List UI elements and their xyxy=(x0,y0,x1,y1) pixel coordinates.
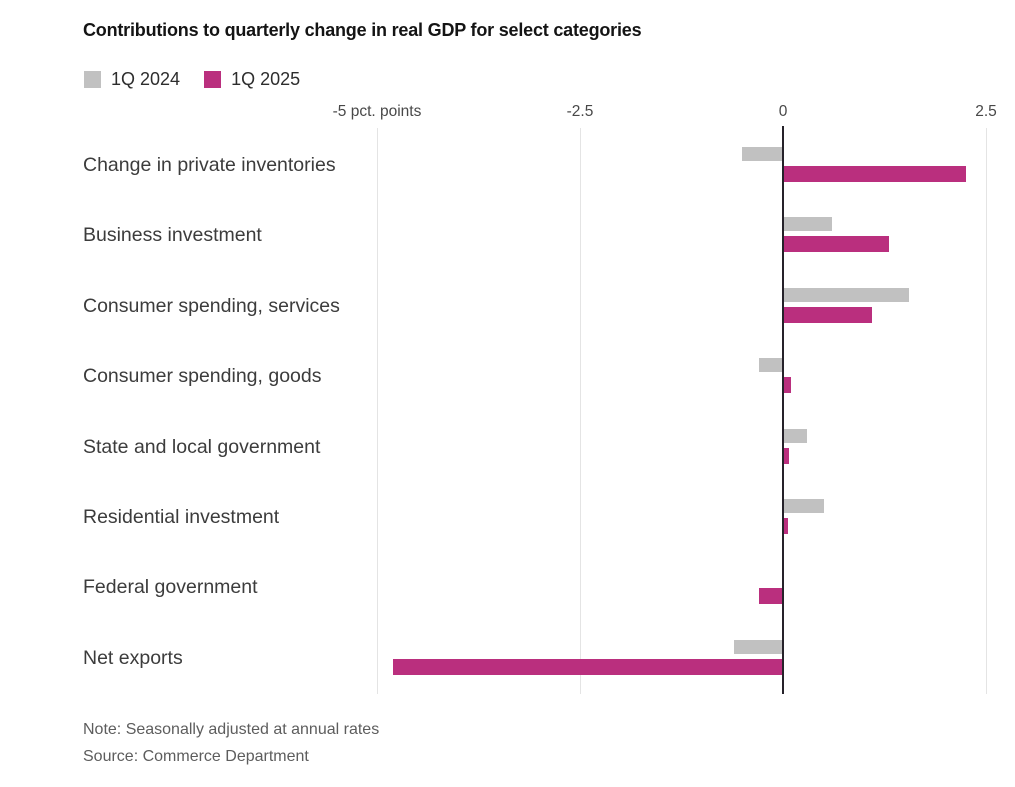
category-label-residential-investment: Residential investment xyxy=(83,506,280,528)
bar-1q-2024-change-in-private-inventories xyxy=(742,147,783,161)
bar-1q-2025-state-and-local-government xyxy=(783,447,790,464)
bar-1q-2024-consumer-spending-services xyxy=(783,287,909,302)
bar-1q-2025-net-exports xyxy=(393,658,783,675)
bar-1q-2024-consumer-spending-goods xyxy=(758,358,783,373)
bar-1q-2024-residential-investment xyxy=(783,499,824,513)
chart-note: Note: Seasonally adjusted at annual rate… xyxy=(83,721,380,738)
zero-axis-line xyxy=(782,126,784,694)
category-label-change-in-private-inventories: Change in private inventories xyxy=(83,154,336,176)
legend-label: 1Q 2025 xyxy=(231,69,301,89)
category-label-business-investment: Business investment xyxy=(83,224,262,247)
category-label-federal-government: Federal government xyxy=(83,576,258,599)
bar-1q-2025-business-investment xyxy=(783,236,889,253)
legend-swatch-1q-2024 xyxy=(84,71,101,88)
axis-tick-label-2.5: 2.5 xyxy=(975,103,997,120)
legend-item-1q-2024: 1Q 2024 xyxy=(84,69,180,90)
category-label-consumer-spending-services: Consumer spending, services xyxy=(83,294,340,317)
legend-swatch-1q-2025 xyxy=(204,71,222,88)
bar-1q-2025-consumer-spending-services xyxy=(783,306,873,323)
chart-footnotes: Note: Seasonally adjusted at annual rate… xyxy=(83,716,379,770)
axis-tick-label-0: 0 xyxy=(778,103,788,120)
chart-source: Source: Commerce Department xyxy=(83,748,309,765)
axis-tick-label--5: -5 pct. points xyxy=(332,103,422,120)
bar-1q-2025-federal-government xyxy=(758,588,783,605)
category-label-state-and-local-government: State and local government xyxy=(83,435,321,458)
bar-1q-2024-net-exports xyxy=(734,639,783,654)
chart-legend: 1Q 2024 1Q 2025 xyxy=(84,69,300,90)
bar-1q-2024-business-investment xyxy=(783,217,832,232)
chart-title: Contributions to quarterly change in rea… xyxy=(83,20,642,40)
bar-1q-2025-change-in-private-inventories xyxy=(783,166,966,182)
gridline--5 xyxy=(377,128,378,694)
gridline-2.5 xyxy=(986,128,987,694)
gridline--2.5 xyxy=(580,128,581,694)
bar-1q-2024-state-and-local-government xyxy=(783,428,808,443)
legend-label: 1Q 2024 xyxy=(111,69,181,89)
axis-tick-label--2.5: -2.5 xyxy=(566,103,594,120)
category-label-consumer-spending-goods: Consumer spending, goods xyxy=(83,365,322,388)
bar-1q-2025-consumer-spending-goods xyxy=(783,377,792,394)
legend-item-1q-2025: 1Q 2025 xyxy=(204,69,300,90)
category-label-net-exports: Net exports xyxy=(83,646,183,669)
bar-1q-2025-residential-investment xyxy=(783,518,788,534)
